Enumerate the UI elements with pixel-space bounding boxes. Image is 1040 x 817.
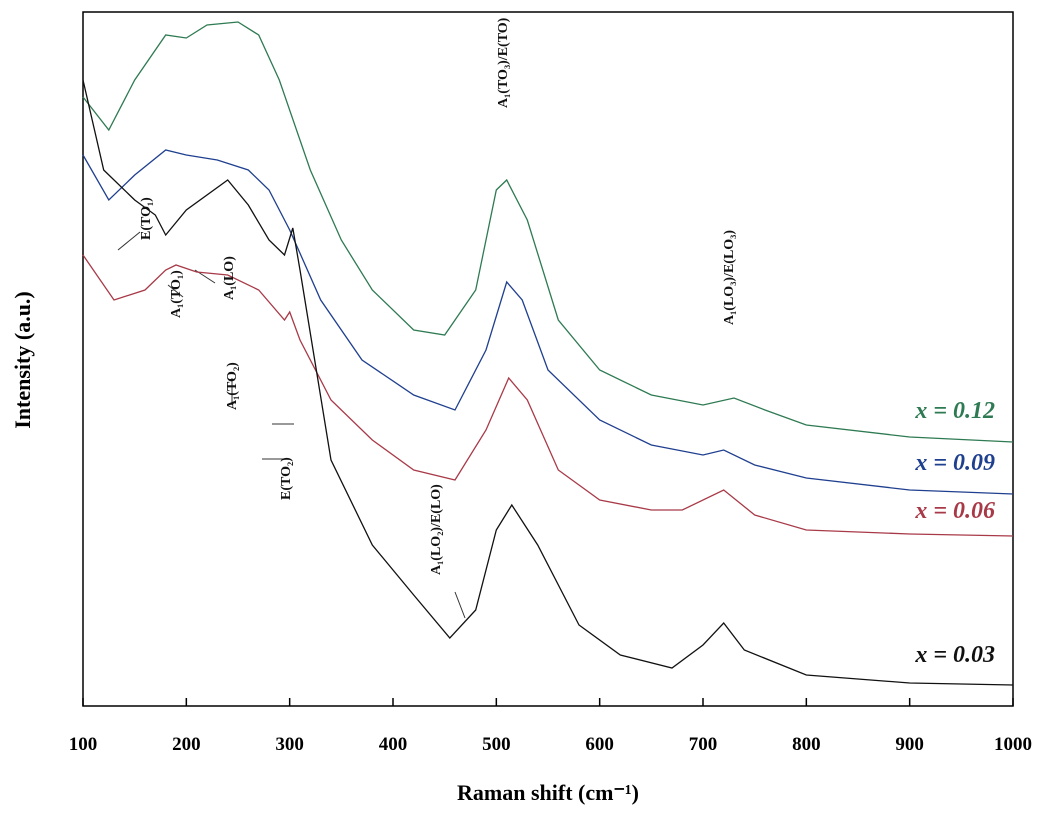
plot-frame <box>82 11 1014 707</box>
series-line <box>82 21 1014 443</box>
x-tick-label: 700 <box>689 734 718 755</box>
series-label: x = 0.06 <box>914 498 995 524</box>
arrow <box>167 284 184 298</box>
series-line <box>82 149 1014 495</box>
x-tick-label: 900 <box>895 734 924 755</box>
series-label: x = 0.09 <box>914 450 995 476</box>
y-axis-label: Intensity (a.u.) <box>10 291 35 429</box>
arrow <box>454 591 466 619</box>
arrows <box>117 231 466 619</box>
peak-annotation: A₁(LO₃)/E(LO₃) <box>722 230 737 325</box>
x-tick-label: 400 <box>379 734 408 755</box>
x-tick-label: 200 <box>172 734 201 755</box>
x-tick-label: 100 <box>69 734 98 755</box>
x-tick-label: 300 <box>275 734 304 755</box>
series-line <box>82 79 1014 686</box>
x-tick-label: 1000 <box>994 734 1032 755</box>
peak-annotation: E(TO₁) <box>139 197 154 240</box>
series-label: x = 0.12 <box>914 398 995 424</box>
x-tick-label: 800 <box>792 734 821 755</box>
peak-annotation: A₁(LO₂)/E(LO) <box>429 484 444 575</box>
series-line <box>82 254 1014 537</box>
x-tick-label: 600 <box>585 734 614 755</box>
peak-annotation: E(TO₂) <box>279 457 294 500</box>
x-axis-label: Raman shift (cm⁻¹) <box>457 780 639 805</box>
arrow <box>117 231 141 251</box>
peak-annotation: A₁(TO₂) <box>225 362 240 410</box>
peak-annotation: A₁(TO₃)/E(TO) <box>496 17 511 108</box>
series-label: x = 0.03 <box>914 642 995 668</box>
x-tick-label: 500 <box>482 734 511 755</box>
peak-annotation: A₁(LO) <box>222 256 237 300</box>
peak-annotation: A₁(TO₁) <box>169 270 184 318</box>
